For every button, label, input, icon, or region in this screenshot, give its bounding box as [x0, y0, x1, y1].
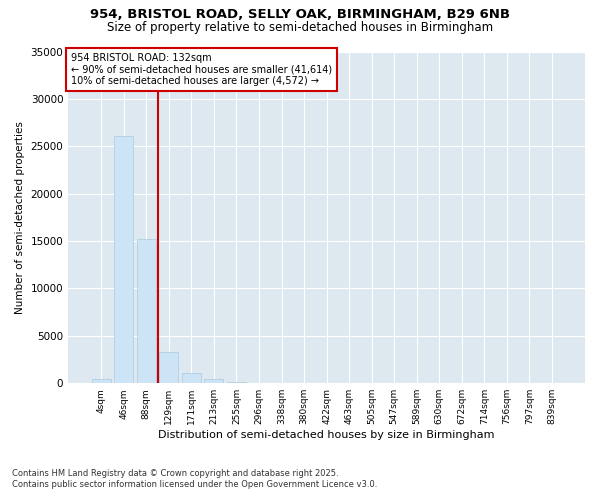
Text: Contains HM Land Registry data © Crown copyright and database right 2025.: Contains HM Land Registry data © Crown c… [12, 468, 338, 477]
Bar [114, 136, 133, 383]
Bar [92, 380, 111, 383]
Bar [205, 379, 223, 383]
Y-axis label: Number of semi-detached properties: Number of semi-detached properties [15, 121, 25, 314]
Bar [159, 352, 178, 383]
Text: Size of property relative to semi-detached houses in Birmingham: Size of property relative to semi-detach… [107, 21, 493, 34]
Bar [227, 382, 246, 383]
Bar [182, 374, 201, 383]
Text: Contains public sector information licensed under the Open Government Licence v3: Contains public sector information licen… [12, 480, 377, 489]
Text: 954 BRISTOL ROAD: 132sqm
← 90% of semi-detached houses are smaller (41,614)
10% : 954 BRISTOL ROAD: 132sqm ← 90% of semi-d… [71, 53, 332, 86]
Text: 954, BRISTOL ROAD, SELLY OAK, BIRMINGHAM, B29 6NB: 954, BRISTOL ROAD, SELLY OAK, BIRMINGHAM… [90, 8, 510, 20]
Bar [137, 239, 156, 383]
X-axis label: Distribution of semi-detached houses by size in Birmingham: Distribution of semi-detached houses by … [158, 430, 495, 440]
